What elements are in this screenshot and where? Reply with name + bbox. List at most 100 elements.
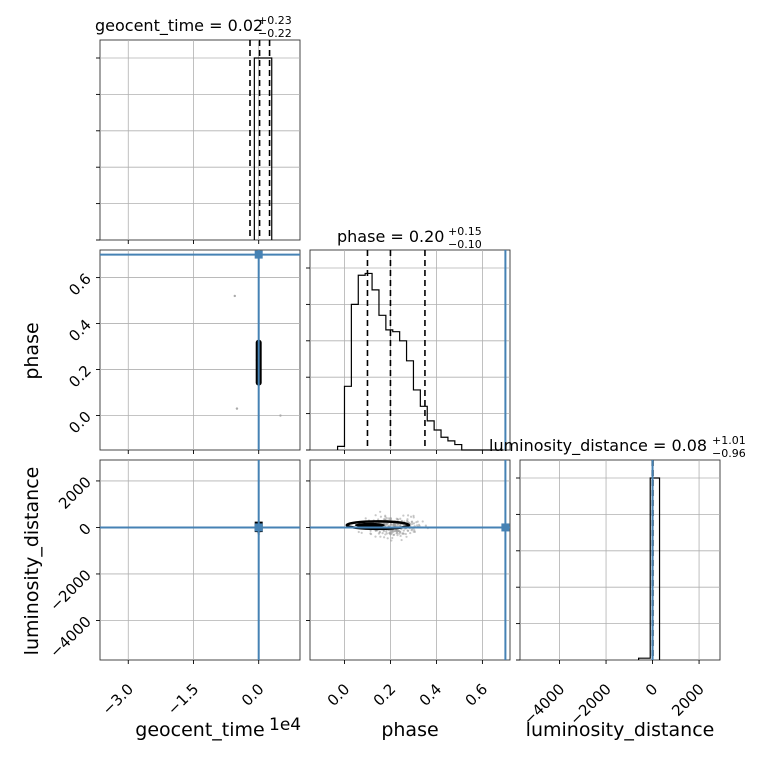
ld-phase-point-165 [399, 531, 402, 534]
ld-geo-truth-marker [254, 523, 263, 532]
ld-phase-point-193 [385, 530, 388, 533]
ld-phase-point-143 [385, 532, 388, 535]
ld-phase-point-114 [404, 532, 407, 536]
ld-phase-point-199 [379, 515, 383, 518]
ld-phase-point-116 [400, 538, 403, 542]
panel-phase-vs-geocent-time: 0.0 0.2 0.4 0.6 [65, 249, 301, 454]
ld-phase-point-168 [377, 532, 381, 535]
ld-hist-xticklabel-3: 2000 [668, 680, 708, 720]
phase-hist-frame [309, 249, 511, 451]
ld-phase-point-197 [379, 535, 382, 538]
phase-geo-yticklabel-0: 0.0 [65, 408, 95, 438]
ld-phase-point-107 [405, 535, 408, 538]
phase-geo-yticklabel-3: 0.6 [65, 270, 95, 300]
title-luminosity-distance-sub: −0.96 [712, 447, 746, 460]
ld-geo-yticklabel-1: −2000 [46, 566, 95, 615]
title-luminosity-distance: luminosity_distance = 0.08 [489, 436, 707, 456]
ld-phase-point-115 [396, 534, 399, 537]
ld-phase-point-57 [399, 534, 402, 538]
phase-geo-outlier-2 [279, 414, 282, 417]
ld-phase-point-1 [402, 529, 405, 532]
ld-phase-point-48 [412, 522, 416, 525]
ld-phase-point-214 [390, 523, 393, 527]
ld-phase-point-2 [412, 514, 415, 517]
title-phase: phase = 0.20 [337, 227, 444, 246]
ld-phase-point-74 [406, 518, 409, 521]
ld-phase-xticklabel-2: 0.4 [416, 680, 446, 710]
ld-phase-point-202 [360, 531, 363, 534]
ld-phase-point-95 [377, 518, 380, 521]
offset-text: 1e4 [269, 715, 301, 735]
ld-phase-point-238 [392, 522, 396, 525]
panel-luminosity-distance-hist: −4000−2000 0 2000 [516, 459, 721, 729]
ld-phase-point-142 [384, 515, 387, 518]
ld-phase-point-34 [409, 515, 413, 518]
ld-phase-point-42 [402, 514, 405, 517]
ld-phase-point-41 [391, 536, 394, 540]
title-phase-sub: −0.10 [448, 238, 482, 251]
title-luminosity-distance-sup: +1.01 [712, 434, 746, 447]
ld-phase-truth-marker [501, 523, 510, 532]
ld-phase-point-229 [379, 510, 382, 513]
ld-phase-point-230 [410, 520, 413, 524]
ld-phase-point-237 [383, 518, 387, 521]
panel-luminosity-distance-vs-geocent-time: −4000−2000 0 2000 −3.0 −1.5 0.0 [46, 459, 301, 719]
ld-hist-xticklabel-2: 0 [642, 680, 661, 699]
ld-phase-point-129 [407, 529, 410, 532]
ld-phase-point-222 [396, 523, 400, 527]
ld-phase-point-44 [409, 531, 412, 535]
ld-geo-xticklabel-0: −3.0 [99, 680, 137, 718]
geocent-hist-frame [99, 39, 301, 241]
ld-geo-xticklabel-2: 0.0 [238, 680, 268, 710]
ld-hist-hist-step [638, 477, 661, 660]
phase-geo-yticklabel-2: 0.4 [65, 316, 95, 346]
ld-phase-point-194 [389, 533, 392, 536]
ld-phase-point-177 [369, 529, 372, 532]
ld-phase-point-184 [401, 532, 405, 535]
ld-geo-yticklabel-0: −4000 [46, 613, 95, 662]
panel-phase-hist [306, 249, 511, 454]
ld-phase-xticklabel-1: 0.2 [370, 680, 400, 710]
ld-phase-point-204 [390, 529, 393, 532]
title-geocent-time-sub: −0.22 [258, 27, 292, 40]
ld-phase-point-101 [406, 514, 410, 517]
ld-phase-point-22 [383, 536, 386, 539]
ld-phase-point-24 [411, 522, 414, 525]
ld-phase-contour-outer [345, 520, 411, 531]
ld-phase-point-112 [421, 520, 424, 523]
ld-phase-point-38 [390, 539, 393, 542]
title-phase-sup: +0.15 [448, 225, 482, 238]
phase-geo-outlier-0 [233, 294, 236, 298]
ld-phase-xticklabel-3: 0.6 [462, 680, 492, 710]
geocent-hist-hist-step [253, 57, 273, 240]
ld-phase-point-258 [386, 537, 389, 540]
ld-phase-xticklabel-0: 0.0 [324, 680, 354, 710]
ld-phase-point-188 [384, 524, 387, 527]
ld-phase-point-228 [412, 516, 415, 519]
panel-luminosity-distance-vs-phase: 0.0 0.2 0.4 0.6 [306, 459, 511, 710]
xlabel-geocent-time: geocent_time [135, 719, 264, 741]
ld-phase-frame [309, 459, 511, 661]
title-geocent-time: geocent_time = 0.02 [95, 16, 263, 36]
ld-hist-frame [519, 459, 721, 661]
ld-phase-point-59 [378, 530, 382, 533]
ld-phase-point-26 [357, 530, 360, 534]
xlabel-luminosity-distance: luminosity_distance [526, 719, 715, 741]
ld-phase-contour-inner [354, 522, 385, 528]
ld-phase-point-109 [369, 532, 372, 535]
phase-geo-frame [99, 249, 301, 451]
ld-phase-point-256 [374, 514, 377, 517]
ld-phase-point-211 [374, 535, 377, 538]
ld-phase-point-224 [410, 529, 413, 532]
ld-phase-point-191 [416, 520, 419, 523]
phase-geo-yticklabel-1: 0.2 [65, 362, 95, 392]
ld-phase-point-33 [364, 517, 367, 520]
ld-phase-point-206 [389, 517, 392, 520]
ld-geo-yticklabel-2: 0 [75, 520, 94, 539]
ld-phase-point-164 [416, 524, 419, 527]
phase-geo-truth-marker [254, 250, 263, 259]
ld-phase-point-47 [382, 530, 386, 533]
ylabel-phase: phase [21, 322, 43, 379]
ld-phase-point-215 [392, 533, 395, 537]
